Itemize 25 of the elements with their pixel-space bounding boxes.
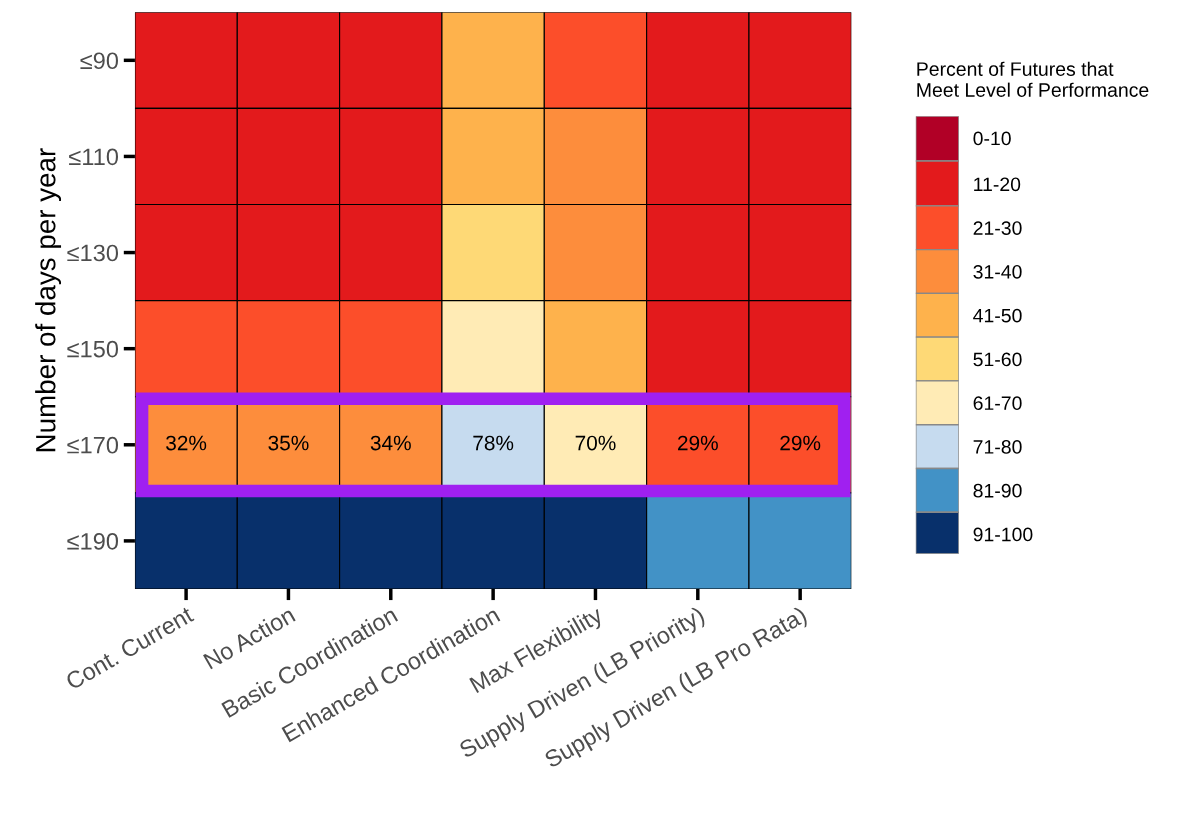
color-bar-label: 91-100 [973,527,1033,542]
color-bar-label: 51-60 [973,352,1022,367]
color-bar-label: 31-40 [973,264,1022,279]
color-bar-label: 11-20 [974,177,1021,192]
y-tick-label: ≤110 [69,148,119,166]
color-bar-label: 81-90 [973,483,1022,498]
data-label: 35% [268,435,309,451]
data-label: 70% [575,435,616,451]
color-bar-label: 41-50 [973,308,1022,323]
data-label: 32% [166,435,207,451]
y-tick-label: ≤170 [67,436,119,454]
color-bar-label: 61-70 [973,396,1022,411]
color-bar-label: 71-80 [973,440,1022,454]
color-bar-title: Percent of Futures that Meet Level of Performance [917,61,1149,97]
y-tick-label: ≤190 [67,532,119,550]
data-label: 29% [780,435,821,451]
data-label: 78% [473,435,514,451]
color-bar-label: 0-10 [973,131,1011,146]
y-tick-label: ≤130 [67,244,119,262]
data-label: 29% [678,435,718,451]
y-tick-label: ≤150 [67,340,119,358]
color-bar-label: 21-30 [973,221,1022,235]
y-axis-title: Number of days per year [35,148,62,452]
y-tick-label: ≤90 [80,52,119,70]
data-label: 34% [370,435,411,451]
